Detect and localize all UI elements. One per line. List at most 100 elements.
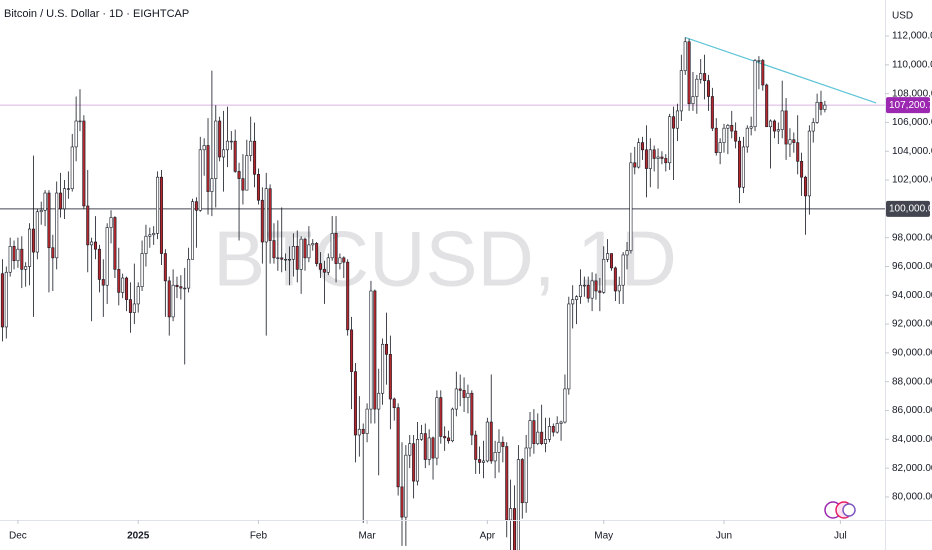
candle-body (86, 205, 90, 246)
candle-body (691, 96, 695, 105)
candle-body (815, 101, 819, 123)
candle-body (148, 234, 152, 237)
candle-body (772, 120, 776, 132)
candle-body (291, 246, 295, 260)
candle-body (788, 139, 792, 145)
candle-body (210, 178, 214, 192)
candle-body (144, 235, 148, 254)
candle-body (90, 241, 94, 246)
x-tick-label: May (594, 531, 613, 542)
candle-body (295, 246, 299, 270)
candle-body (222, 149, 226, 158)
candle-body (563, 388, 567, 423)
x-tick-label: 2025 (127, 531, 150, 542)
candle-body (757, 60, 761, 62)
candle-body (249, 140, 253, 156)
candle-body (528, 420, 532, 449)
candle-body (547, 426, 551, 440)
candle-body (334, 233, 338, 264)
candle-body (443, 436, 447, 439)
candle-body (687, 41, 691, 105)
candle-body (621, 254, 625, 286)
candle-body (183, 287, 187, 290)
candle-body (175, 284, 179, 287)
candle-body (260, 199, 264, 243)
candle-body (493, 451, 497, 462)
candle-body (396, 407, 400, 488)
candle-body (416, 439, 420, 482)
candle-body (272, 240, 276, 259)
candle-body (117, 269, 121, 293)
candle-body (555, 423, 559, 433)
candle-body (194, 201, 198, 211)
price-label: 107,200.79 (889, 100, 932, 111)
candle-body (346, 261, 350, 331)
candle-body (761, 60, 765, 86)
y-tick-label: 80,000.00 (892, 492, 932, 503)
candle-body (609, 253, 613, 269)
candle-body (466, 392, 470, 398)
candle-body (140, 253, 144, 287)
candle-body (187, 258, 191, 289)
y-tick-label: 104,000.00 (892, 146, 932, 157)
candle-body (156, 176, 160, 234)
candle-body (97, 248, 101, 280)
candle-body (819, 101, 823, 110)
y-tick-label: 88,000.00 (892, 376, 932, 387)
candle-body (167, 280, 171, 318)
candle-body (369, 290, 373, 410)
candle-body (765, 84, 769, 128)
candle-body (513, 508, 517, 550)
candle-body (322, 269, 326, 273)
candle-body (602, 258, 606, 293)
candle-body (62, 188, 66, 210)
candle-body (47, 192, 51, 249)
candle-body (633, 162, 637, 168)
candle-body (121, 277, 125, 293)
candle-body (710, 96, 714, 129)
candle-body (190, 201, 195, 260)
candle-body (551, 426, 555, 433)
candle-body (648, 149, 652, 169)
candle-body (423, 433, 427, 460)
candle-body (330, 233, 334, 259)
candle-body (578, 284, 582, 298)
candle-body (319, 263, 323, 270)
candle-body (338, 257, 342, 264)
candle-body (128, 299, 132, 313)
candle-body (284, 258, 288, 261)
candle-body (536, 431, 540, 444)
candle-body (218, 120, 222, 158)
candle-body (253, 140, 257, 175)
candle-body (214, 120, 218, 179)
candle-body (505, 446, 509, 521)
candle-body (303, 238, 307, 259)
y-tick-label: 96,000.00 (892, 261, 932, 272)
candle-body (656, 156, 660, 159)
y-tick-label: 90,000.00 (892, 348, 932, 359)
candle-body (470, 392, 474, 436)
candle-body (447, 437, 451, 442)
candle-body (125, 277, 129, 300)
candle-body (606, 253, 610, 260)
candle-body (706, 80, 710, 97)
price-label-box (886, 97, 930, 114)
candle-body (792, 139, 796, 143)
candle-body (315, 243, 319, 264)
y-tick-label: 94,000.00 (892, 290, 932, 301)
candle-body (427, 437, 431, 460)
candle-body (672, 116, 676, 129)
candle-body (280, 257, 284, 260)
candle-body (307, 244, 311, 259)
candle-body (718, 142, 722, 153)
candle-body (256, 173, 260, 201)
x-tick-label: Feb (250, 531, 268, 542)
candle-body (4, 271, 8, 328)
candle-body (675, 110, 679, 129)
candle-body (811, 122, 815, 132)
candle-body (462, 390, 466, 398)
x-tick-label: Jun (716, 531, 732, 542)
candle-body (59, 192, 63, 210)
